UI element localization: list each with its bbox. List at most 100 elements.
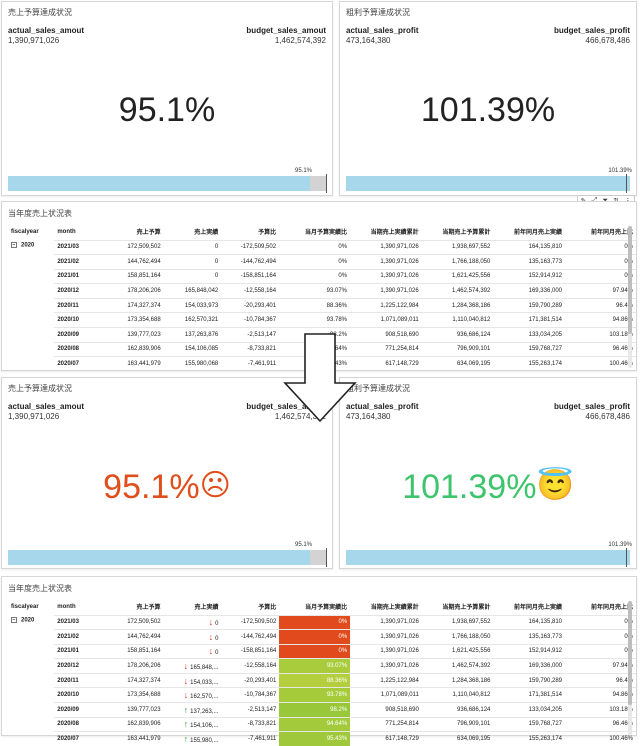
scrollbar[interactable] (628, 601, 632, 735)
budget-cell: 139,777,023 (106, 702, 164, 718)
cum-budget-cell: 1,621,425,556 (421, 268, 494, 284)
column-header[interactable]: 売上予算 (136, 230, 161, 237)
py-actual-cell: 169,336,000 (493, 658, 566, 674)
column-header[interactable]: 当月予算実績比 (305, 605, 348, 612)
cum-budget-cell: 1,284,368,186 (421, 297, 494, 313)
cum-actual-cell: 1,390,971,026 (350, 268, 422, 284)
collapse-icon[interactable]: − (11, 242, 17, 248)
fiscalyear-cell (8, 357, 54, 372)
column-header[interactable]: 売上予算 (136, 605, 161, 612)
column-header[interactable]: 前年同月売上実績 (514, 605, 563, 612)
actual-cell: 137,263,876 (163, 327, 222, 343)
column-header[interactable]: 前年同月売上比 (590, 230, 633, 237)
fiscalyear-cell (8, 717, 54, 732)
month-cell: 2021/03 (54, 239, 107, 255)
py-ratio-cell: 97.94% (565, 658, 636, 674)
bottom-profit-kpi-card[interactable]: 粗利予算達成状況 actual_sales_profit 473,164,380… (339, 377, 637, 569)
py-ratio-cell: 0% (565, 239, 636, 255)
cum-budget-cell: 1,462,574,392 (421, 658, 494, 674)
budget-cell: 172,509,502 (106, 614, 164, 630)
py-actual-cell: 133,034,205 (493, 327, 565, 343)
budget-cell: 173,354,688 (106, 687, 164, 703)
actual-cell: ↑ 155,980,... (163, 731, 222, 746)
py-ratio-cell: 96.46% (565, 716, 636, 732)
column-header[interactable]: month (57, 603, 76, 610)
column-header[interactable]: 売上実績 (194, 605, 219, 612)
table-row: 2021/02 144,762,494 ↓ 0 -144,762,494 0% 1,390,… (8, 629, 636, 645)
progress-bar (8, 174, 327, 193)
py-actual-cell: 159,768,727 (493, 716, 566, 732)
scrollbar-thumb[interactable] (628, 226, 632, 334)
sales-pivot-table: fiscalyear month 売上予算 売上実績 予算比 当月予算実績比 当期売上実績累… (8, 224, 636, 372)
fiscalyear-cell (8, 284, 54, 299)
table-row: 2020/09 139,777,023 137,263,876 -2,513,147 9… (8, 327, 636, 343)
table-row: 2020/08 162,839,906 154,106,085 -8,733,821 9… (8, 341, 636, 357)
py-actual-cell: 133,034,205 (493, 702, 566, 718)
table-row: 2020/10 173,354,688 162,570,321 -10,784,367… (8, 312, 636, 328)
actual-label: actual_sales_amout (8, 402, 85, 411)
cum-actual-cell: 1,390,971,026 (350, 629, 422, 645)
ratio-cell: 94.64% (279, 341, 351, 357)
column-header[interactable]: 予算比 (258, 230, 277, 237)
table-row: 2020/07 163,441,979 ↑ 155,980,... -7,461,911… (8, 731, 636, 746)
month-cell: 2021/03 (54, 614, 107, 630)
cum-actual-cell: 771,254,814 (350, 341, 422, 357)
actual-value: 154,033,... (190, 679, 219, 686)
top-profit-kpi-card[interactable]: 粗利予算達成状況 actual_sales_profit 473,164,380… (339, 1, 637, 196)
progress-label: 101.39% (608, 168, 632, 174)
arrow-up-icon: ↑ (183, 719, 189, 730)
top-sales-kpi-card[interactable]: 売上予算達成状況 actual_sales_amout 1,390,971,02… (1, 1, 333, 196)
column-header[interactable]: month (57, 228, 76, 235)
month-cell: 2020/09 (54, 702, 107, 718)
actual-cell: 165,848,042 (163, 283, 222, 299)
column-header[interactable]: fiscalyear (11, 604, 39, 610)
budget-cell: 139,777,023 (106, 327, 164, 343)
column-header[interactable]: 当月予算実績比 (305, 230, 348, 237)
scrollbar-thumb[interactable] (628, 601, 632, 705)
column-header[interactable]: fiscalyear (11, 229, 39, 235)
budget-cell: 162,839,906 (106, 716, 164, 732)
bottom-sales-kpi-card[interactable]: 売上予算達成状況 actual_sales_amout 1,390,971,02… (1, 377, 333, 569)
budget-label: budget_sales_amout (246, 26, 326, 35)
py-ratio-cell: 94.86% (565, 687, 636, 703)
column-header[interactable]: 当期売上実績累計 (370, 605, 419, 612)
collapse-icon[interactable]: − (11, 617, 17, 623)
fiscalyear-cell (8, 644, 54, 659)
fiscalyear-cell (8, 673, 54, 688)
ratio-cell: 98.2% (279, 702, 351, 718)
cum-budget-cell: 936,686,124 (421, 327, 494, 343)
cum-budget-cell: 1,110,040,812 (421, 687, 494, 703)
table-header-row: fiscalyear month 売上予算 売上実績 予算比 当月予算実績比 当期売上実績累… (8, 599, 636, 615)
fiscalyear-cell (8, 659, 54, 674)
column-header[interactable]: 前年同月売上比 (590, 605, 633, 612)
column-header[interactable]: 前年同月売上実績 (513, 230, 562, 237)
month-cell: 2020/12 (54, 283, 107, 299)
column-header[interactable]: 予算比 (258, 605, 277, 612)
budget-label-group: budget_sales_amout 1,462,574,392 (246, 26, 326, 46)
column-header[interactable]: 当期売上実績累計 (370, 230, 419, 237)
card-title: 粗利予算達成状況 (346, 384, 410, 393)
py-actual-cell: 152,914,912 (493, 643, 566, 659)
progress-bar (346, 174, 630, 193)
cum-budget-cell: 1,284,368,186 (421, 672, 494, 688)
arrow-down-icon: ↓ (183, 675, 189, 686)
py-actual-cell: 155,263,174 (493, 731, 566, 746)
filter-icon[interactable]: ⏷ (602, 197, 608, 205)
budget-value: 466,678,486 (585, 412, 631, 421)
budget-cell: 162,839,906 (106, 341, 164, 357)
month-cell: 2020/08 (54, 341, 107, 357)
cum-budget-cell: 1,938,697,552 (421, 614, 494, 630)
ratio-cell: 93.78% (279, 312, 351, 328)
py-ratio-cell: 0% (565, 254, 636, 270)
cum-actual-cell: 1,225,122,984 (350, 672, 422, 688)
month-cell: 2020/10 (54, 312, 107, 328)
column-header[interactable]: 当期売上予算累計 (442, 230, 491, 237)
column-header[interactable]: 売上実績 (194, 230, 219, 237)
py-ratio-cell: 100.46% (565, 356, 636, 372)
card-title: 売上予算達成状況 (8, 384, 72, 393)
column-header[interactable]: 当期売上予算累計 (442, 605, 491, 612)
progress-fill (8, 176, 311, 191)
scrollbar[interactable] (628, 226, 632, 368)
expand-icon[interactable]: ⤢ (592, 197, 598, 205)
py-ratio-cell: 94.86% (565, 312, 636, 328)
